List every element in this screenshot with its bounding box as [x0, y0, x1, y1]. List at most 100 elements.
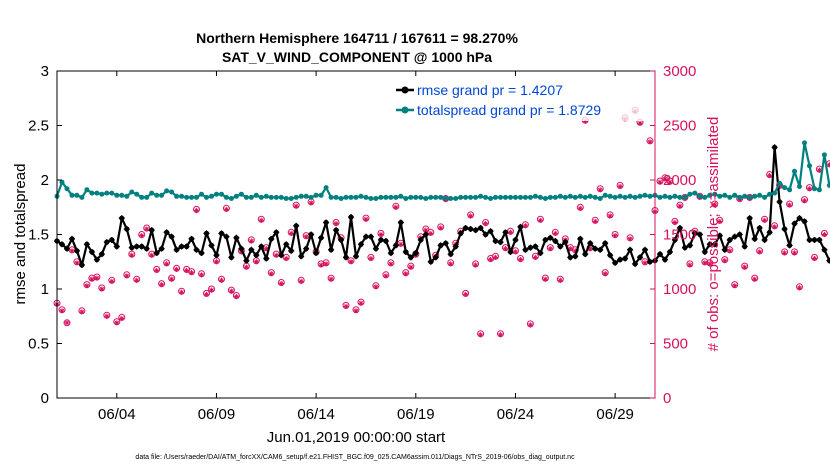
totalspread-point: [308, 194, 314, 200]
rmse-point: [268, 235, 275, 242]
totalspread-point: [777, 180, 783, 186]
totalspread-point: [722, 192, 728, 198]
obs-assimilated-point: [532, 254, 538, 260]
rmse-point: [88, 248, 95, 255]
rmse-point: [367, 233, 374, 240]
totalspread-point: [363, 194, 369, 200]
totalspread-point: [747, 194, 753, 200]
totalspread-point: [184, 194, 190, 200]
totalspread-point: [283, 196, 289, 201]
obs-assimilated-point: [198, 272, 205, 278]
totalspread-point: [144, 194, 150, 200]
right-y-tick-label: 3000: [663, 63, 696, 80]
rmse-point: [288, 247, 295, 254]
rmse-point: [148, 227, 155, 234]
chart-title-line2: SAT_V_WIND_COMPONENT @ 1000 hPa: [222, 49, 492, 65]
rmse-point: [273, 229, 280, 236]
obs-assimilated-point: [507, 229, 514, 235]
rmse-point: [607, 252, 614, 259]
obs-assimilated-point: [408, 264, 414, 270]
rmse-point: [691, 230, 698, 237]
totalspread-point: [273, 194, 279, 200]
rmse-point: [816, 236, 823, 243]
totalspread-point: [532, 193, 538, 199]
totalspread-point: [537, 194, 543, 200]
obs-assimilated-point: [547, 246, 553, 252]
obs-assimilated-point: [188, 270, 195, 276]
totalspread-point: [59, 179, 65, 185]
totalspread-point: [288, 196, 294, 201]
obs-assimilated-point: [223, 206, 230, 213]
obs-assimilated-point: [801, 198, 808, 204]
rmse-point: [582, 251, 589, 258]
rmse-point: [552, 238, 559, 245]
obs-assimilated-point: [303, 234, 309, 240]
obs-assimilated-point: [388, 261, 394, 267]
totalspread-point: [353, 194, 359, 200]
obs-assimilated-point: [164, 261, 170, 267]
totalspread-point: [373, 196, 379, 201]
rmse-point: [407, 254, 414, 261]
obs-assimilated-point: [517, 256, 524, 263]
rmse-point: [637, 254, 644, 261]
obs-assimilated-point: [582, 118, 588, 124]
obs-assimilated-point: [497, 332, 504, 338]
totalspread-point: [223, 194, 229, 200]
rmse-point: [188, 235, 195, 242]
totalspread-point: [687, 191, 693, 197]
totalspread-point: [473, 194, 479, 200]
rmse-point: [696, 231, 703, 238]
rmse-point: [213, 252, 220, 259]
obs-assimilated-point: [378, 231, 384, 238]
right-y-tick-label: 2000: [663, 172, 696, 189]
obs-assimilated-point: [213, 259, 220, 265]
totalspread-point: [179, 193, 185, 199]
obs-assimilated-point: [722, 258, 728, 264]
totalspread-point: [602, 192, 608, 198]
totalspread-point: [433, 194, 439, 200]
rmse-point: [323, 219, 330, 226]
totalspread-point: [403, 196, 409, 201]
totalspread-point: [248, 194, 254, 200]
obs-assimilated-point: [791, 250, 798, 256]
rmse-point: [123, 226, 130, 233]
totalspread-point: [717, 193, 723, 199]
totalspread-point: [458, 194, 464, 200]
totalspread-point: [662, 193, 668, 199]
right-y-tick-label: 1500: [663, 227, 696, 244]
obs-assimilated-point: [169, 276, 175, 282]
obs-assimilated-point: [537, 217, 543, 223]
totalspread-point: [667, 194, 673, 200]
obs-assimilated-point: [468, 213, 474, 219]
totalspread-point: [228, 196, 234, 201]
obs-assimilated-point: [283, 255, 289, 262]
totalspread-point: [423, 196, 429, 201]
totalspread-point: [174, 193, 180, 199]
totalspread-point: [99, 191, 105, 197]
rmse-point: [482, 231, 489, 238]
obs-assimilated-point: [428, 230, 434, 237]
totalspread-point: [263, 193, 269, 199]
obs-assimilated-point: [383, 273, 389, 279]
rmse-point: [397, 219, 404, 226]
rmse-point: [208, 242, 215, 249]
obs-assimilated-point: [512, 249, 519, 255]
totalspread-point: [64, 186, 70, 192]
rmse-point: [382, 238, 389, 245]
totalspread-point: [547, 194, 553, 200]
totalspread-point: [293, 194, 299, 200]
rmse-point: [447, 251, 454, 258]
totalspread-point: [368, 196, 374, 201]
obs-assimilated-point: [253, 259, 259, 265]
rmse-point: [492, 238, 499, 245]
obs-assimilated-point: [567, 246, 573, 252]
totalspread-point: [214, 191, 219, 197]
series-assimilated-points: [54, 108, 830, 338]
obs-assimilated-point: [527, 322, 534, 328]
rmse-point: [602, 240, 609, 247]
totalspread-point: [209, 193, 214, 199]
rmse-point: [572, 253, 579, 260]
obs-assimilated-point: [119, 315, 125, 322]
rmse-point: [676, 224, 683, 231]
